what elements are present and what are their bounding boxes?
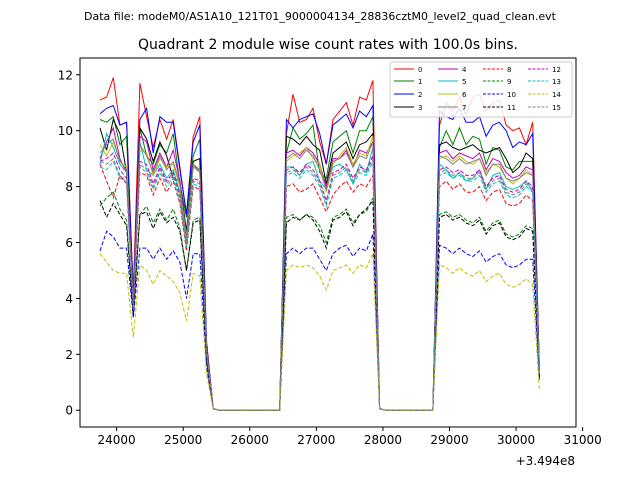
y-tick-label: 0: [65, 404, 73, 418]
y-axis: 0 2 4 6 8 10 12: [58, 68, 80, 418]
legend-label-0: 0: [418, 66, 422, 74]
legend-label-1: 1: [418, 78, 422, 86]
legend-label-2: 2: [418, 91, 422, 99]
y-tick-label: 4: [65, 292, 73, 306]
legend-label-13: 13: [552, 78, 561, 86]
legend-box: [389, 61, 573, 118]
y-tick-label: 10: [58, 124, 73, 138]
legend-label-4: 4: [462, 66, 467, 74]
series-line-2: [99, 103, 540, 411]
chart-title: Quadrant 2 module wise count rates with …: [138, 37, 518, 53]
legend-label-6: 6: [462, 91, 467, 99]
x-tick-label: 25000: [164, 433, 202, 447]
x-tick-label: 26000: [231, 433, 269, 447]
y-tick-label: 2: [65, 348, 73, 362]
legend-label-10: 10: [507, 91, 516, 99]
legend-label-11: 11: [507, 104, 516, 112]
y-tick-label: 6: [65, 236, 73, 250]
series-line-11: [99, 199, 540, 411]
y-tick-label: 8: [65, 180, 73, 194]
series-line-13: [99, 160, 540, 411]
legend-label-9: 9: [507, 78, 511, 86]
x-tick-label: 27000: [297, 433, 335, 447]
legend-label-15: 15: [552, 104, 561, 112]
legend-label-14: 14: [552, 91, 561, 99]
series-line-8: [99, 164, 540, 411]
legend-label-12: 12: [552, 66, 561, 74]
series-line-1: [99, 115, 540, 411]
legend-label-5: 5: [462, 78, 466, 86]
series-line-12: [99, 152, 540, 411]
series-line-10: [99, 230, 540, 411]
x-offset-label: +3.494e8: [516, 454, 575, 468]
x-axis: 24000 25000 26000 27000 28000 29000 30000 31000: [98, 427, 602, 447]
x-tick-label: 24000: [98, 433, 136, 447]
series-line-6: [99, 136, 540, 411]
legend-label-7: 7: [462, 104, 466, 112]
x-tick-label: 28000: [364, 433, 402, 447]
x-tick-label: 31000: [564, 433, 602, 447]
series-line-7: [99, 138, 540, 411]
x-tick-label: 30000: [497, 433, 535, 447]
x-tick-label: 29000: [430, 433, 468, 447]
series-line-9: [99, 191, 540, 411]
plot-lines: [99, 77, 540, 411]
suptitle: Data file: modeM0/AS1A10_121T01_90000041…: [84, 10, 557, 23]
legend-label-8: 8: [507, 66, 511, 74]
series-line-14: [99, 253, 540, 411]
y-tick-label: 12: [58, 68, 73, 82]
legend-label-3: 3: [418, 104, 422, 112]
